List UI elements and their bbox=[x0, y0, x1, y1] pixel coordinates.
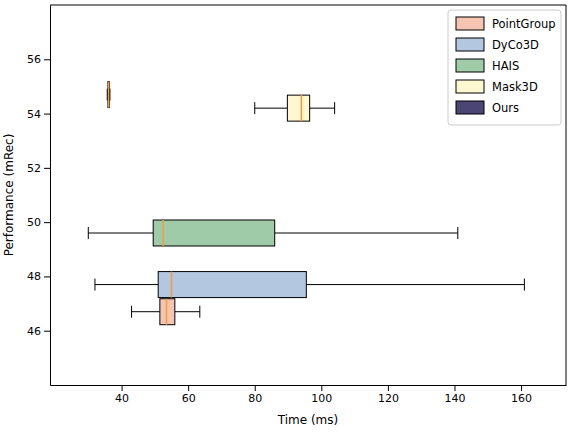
tick-label: 60 bbox=[182, 392, 196, 405]
tick-label: 50 bbox=[27, 216, 41, 229]
whisker bbox=[95, 284, 158, 285]
box bbox=[132, 299, 200, 325]
legend-label: DyCo3D bbox=[492, 38, 539, 52]
tick: 52 bbox=[27, 162, 50, 175]
y-axis: 46 48 50 52 54 56 bbox=[27, 6, 51, 386]
tick-mark bbox=[388, 385, 389, 391]
whisker-cap bbox=[94, 279, 95, 291]
box-body bbox=[287, 95, 309, 121]
whisker-cap bbox=[254, 102, 255, 114]
median bbox=[166, 299, 168, 325]
tick-label: 48 bbox=[27, 270, 41, 283]
box-body bbox=[108, 82, 109, 108]
tick-mark bbox=[44, 114, 50, 115]
tick: 48 bbox=[27, 270, 50, 283]
whisker bbox=[132, 311, 160, 312]
tick-label: 100 bbox=[311, 392, 332, 405]
tick-label: 56 bbox=[27, 53, 41, 66]
tick-mark bbox=[321, 385, 322, 391]
tick: 120 bbox=[378, 385, 399, 405]
legend-label: Ours bbox=[492, 101, 519, 115]
legend-swatch bbox=[456, 17, 484, 30]
tick-mark bbox=[44, 59, 50, 60]
whisker-cap bbox=[88, 227, 89, 239]
box-body bbox=[158, 272, 306, 298]
tick-mark bbox=[521, 385, 522, 391]
box bbox=[95, 272, 524, 298]
tick: 60 bbox=[182, 385, 196, 405]
legend-label: Mask3D bbox=[492, 80, 538, 94]
box bbox=[88, 220, 458, 246]
tick: 100 bbox=[311, 385, 332, 405]
tick-mark bbox=[122, 385, 123, 391]
whisker-cap bbox=[334, 102, 335, 114]
box-body bbox=[153, 220, 275, 246]
axis-line bbox=[50, 6, 51, 386]
axis-line bbox=[51, 385, 567, 386]
median bbox=[171, 272, 173, 298]
legend: PointGroup DyCo3D HAIS Mask3D Ours bbox=[448, 10, 561, 125]
box-body bbox=[160, 299, 175, 325]
whisker-cap bbox=[199, 306, 200, 318]
median bbox=[108, 82, 110, 108]
tick-label: 120 bbox=[378, 392, 399, 405]
median bbox=[301, 95, 303, 121]
y-axis-title: Performance (mRec) bbox=[2, 134, 16, 257]
tick: 56 bbox=[27, 53, 50, 66]
tick-mark bbox=[44, 276, 50, 277]
chart: 40 60 80 100 120 140 160 46 48 50 52 54 56 PointGroup… bbox=[0, 0, 570, 432]
legend-swatch bbox=[456, 101, 484, 114]
tick: 80 bbox=[248, 385, 262, 405]
whisker-cap bbox=[524, 279, 525, 291]
tick: 160 bbox=[511, 385, 532, 405]
x-axis: 40 60 80 100 120 140 160 bbox=[51, 385, 567, 405]
tick-label: 46 bbox=[27, 325, 41, 338]
whisker-cap bbox=[131, 306, 132, 318]
tick-mark bbox=[44, 168, 50, 169]
tick: 46 bbox=[27, 325, 50, 338]
x-axis-title: Time (ms) bbox=[277, 413, 339, 427]
tick: 54 bbox=[27, 108, 50, 121]
tick-label: 160 bbox=[511, 392, 532, 405]
tick-label: 52 bbox=[27, 162, 41, 175]
tick-label: 54 bbox=[27, 108, 41, 121]
legend-frame bbox=[448, 10, 561, 125]
whisker-cap bbox=[457, 227, 458, 239]
median bbox=[162, 220, 164, 246]
tick-mark bbox=[188, 385, 189, 391]
box bbox=[255, 95, 335, 121]
frame bbox=[566, 5, 567, 385]
tick-mark bbox=[44, 222, 50, 223]
whisker bbox=[175, 311, 200, 312]
tick-mark bbox=[255, 385, 256, 391]
legend-swatch bbox=[456, 38, 484, 51]
whisker bbox=[310, 108, 335, 109]
frame bbox=[50, 5, 566, 6]
tick: 140 bbox=[444, 385, 465, 405]
legend-label: PointGroup bbox=[492, 17, 556, 31]
tick-label: 80 bbox=[248, 392, 262, 405]
tick-label: 40 bbox=[115, 392, 129, 405]
tick-label: 140 bbox=[444, 392, 465, 405]
tick-mark bbox=[454, 385, 455, 391]
legend-swatch bbox=[456, 59, 484, 72]
tick: 40 bbox=[115, 385, 129, 405]
tick-mark bbox=[44, 331, 50, 332]
tick: 50 bbox=[27, 216, 50, 229]
box bbox=[107, 82, 110, 108]
plot: 40 60 80 100 120 140 160 46 48 50 52 54 56 PointGroup… bbox=[27, 5, 567, 405]
whisker bbox=[88, 233, 153, 234]
whisker bbox=[306, 284, 524, 285]
legend-label: HAIS bbox=[492, 59, 519, 73]
whisker bbox=[255, 108, 288, 109]
whisker bbox=[275, 233, 458, 234]
legend-swatch bbox=[456, 80, 484, 93]
